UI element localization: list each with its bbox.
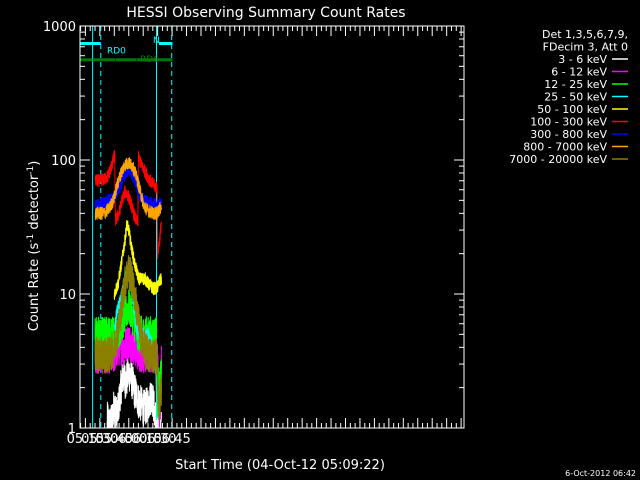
- y-axis-label-part3: ): [27, 161, 42, 166]
- x-tick-label: 06:00: [110, 432, 147, 447]
- y-axis-label-sup2: -1: [26, 166, 36, 175]
- flag-rd6-label: RD6: [140, 55, 159, 65]
- y-tick-label: 1000: [43, 20, 76, 35]
- x-tick-label: 05:45: [96, 432, 133, 447]
- axes: 1 10 100 1000 05:1505:3005:4506:0006:1506:30…: [43, 20, 465, 447]
- series-line-100-300-kev: [94, 150, 162, 260]
- legend-label: 50 - 100 keV: [537, 103, 607, 116]
- plot-frame: [79, 25, 465, 429]
- flag-rd0-label: RD0: [107, 47, 126, 57]
- legend-label: 25 - 50 keV: [544, 91, 607, 104]
- series-line-7000-20000-kev: [94, 255, 162, 421]
- y-tick-label: 10: [59, 288, 76, 303]
- footer-timestamp: 6-Oct-2012 06:42: [565, 469, 636, 478]
- x-tick-label: 05:30: [81, 432, 118, 447]
- x-tick-label: 06:45: [153, 432, 190, 447]
- series-line-800-7000-kev: [94, 157, 162, 221]
- flag-rd0-n-label: N: [153, 36, 160, 46]
- legend: Det 1,3,5,6,7,9,FDecim 3, Att 03 - 6 keV…: [509, 28, 628, 166]
- y-axis-label-sup1: -1: [26, 234, 36, 243]
- series-line-50-100-kev: [113, 219, 162, 300]
- x-axis-label: Start Time (04-Oct-12 05:09:22): [175, 458, 385, 473]
- x-tick-label: 06:15: [124, 432, 161, 447]
- y-axis-label-part1: Count Rate (s: [27, 243, 42, 332]
- legend-label: 3 - 6 keV: [558, 53, 607, 66]
- legend-label: 300 - 800 keV: [530, 128, 607, 141]
- x-tick-label: 06:30: [139, 432, 176, 447]
- series-line-300-800-kev: [94, 163, 162, 212]
- y-axis-label: Count Rate (s-1 detector-1): [26, 161, 42, 332]
- plot-area: RD0 N RD6: [80, 26, 173, 428]
- y-tick-label: 1: [68, 422, 76, 437]
- legend-label: 7000 - 20000 keV: [509, 153, 607, 166]
- legend-label: 12 - 25 keV: [544, 78, 607, 91]
- y-tick-label: 100: [51, 154, 76, 169]
- series-line-3-6-kev: [106, 357, 162, 428]
- y-axis-label-part2: detector: [27, 174, 42, 234]
- chart-title: HESSI Observing Summary Count Rates: [126, 5, 405, 21]
- x-tick-label: 05:15: [67, 432, 104, 447]
- legend-label: 100 - 300 keV: [530, 116, 607, 129]
- legend-label: 800 - 7000 keV: [523, 141, 607, 154]
- legend-header-line-2: FDecim 3, Att 0: [543, 41, 628, 54]
- legend-header-line-1: Det 1,3,5,6,7,9,: [542, 28, 628, 41]
- legend-label: 6 - 12 keV: [551, 66, 607, 79]
